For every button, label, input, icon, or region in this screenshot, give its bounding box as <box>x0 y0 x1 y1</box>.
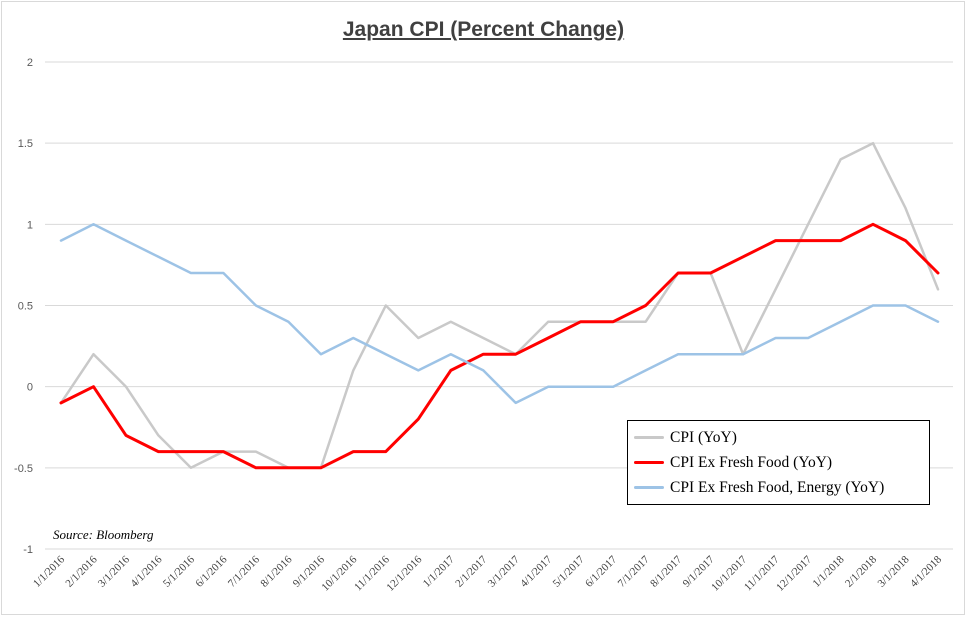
x-tick-label: 12/1/2016 <box>384 553 424 593</box>
x-tick-label: 7/1/2016 <box>226 553 262 589</box>
x-axis-ticks: 1/1/20162/1/20163/1/20164/1/20165/1/2016… <box>31 553 944 593</box>
y-tick-label: -1 <box>23 544 33 556</box>
x-tick-label: 1/1/2016 <box>31 553 67 589</box>
legend: CPI (YoY) CPI Ex Fresh Food (YoY) CPI Ex… <box>627 420 930 505</box>
y-tick-label: 0 <box>27 382 33 394</box>
legend-label-cpi-ex-fresh-food: CPI Ex Fresh Food (YoY) <box>670 453 833 471</box>
x-tick-label: 4/1/2018 <box>908 553 944 589</box>
x-tick-label: 1/1/2018 <box>811 553 847 589</box>
x-tick-label: 7/1/2017 <box>616 553 652 589</box>
legend-entry-cpi: CPI (YoY) <box>628 425 929 450</box>
y-tick-label: -0.5 <box>14 463 33 475</box>
y-tick-label: 0.5 <box>18 301 33 313</box>
legend-swatch-cpi-ex-fresh-food <box>634 461 664 464</box>
x-tick-label: 5/1/2017 <box>551 553 587 589</box>
y-axis-ticks: -1 -0.5 0 0.5 1 1.5 2 <box>14 57 33 556</box>
chart-title: Japan CPI (Percent Change) <box>342 18 625 41</box>
legend-swatch-cpi <box>634 436 664 439</box>
legend-label-cpi: CPI (YoY) <box>670 428 737 446</box>
x-tick-label: 2/1/2016 <box>63 553 99 589</box>
series-line-1 <box>59 222 940 470</box>
x-tick-label: 1/1/2017 <box>421 553 457 589</box>
x-tick-label: 12/1/2017 <box>774 553 814 593</box>
x-tick-label: 8/1/2017 <box>648 553 684 589</box>
x-tick-label: 6/1/2016 <box>193 553 229 589</box>
series-line-0 <box>59 141 940 470</box>
series-line-2 <box>59 223 940 405</box>
y-tick-label: 1.5 <box>18 138 33 150</box>
legend-swatch-cpi-ex-fresh-food-energy <box>634 486 664 489</box>
x-tick-label: 3/1/2017 <box>486 553 522 589</box>
legend-entry-cpi-ex-fresh-food: CPI Ex Fresh Food (YoY) <box>628 450 929 475</box>
x-tick-label: 4/1/2016 <box>128 553 164 589</box>
x-tick-label: 6/1/2017 <box>583 553 619 589</box>
series-lines <box>59 141 940 470</box>
y-tick-label: 2 <box>27 57 33 69</box>
x-tick-label: 3/1/2016 <box>96 553 132 589</box>
legend-entry-cpi-ex-fresh-food-energy: CPI Ex Fresh Food, Energy (YoY) <box>628 475 929 500</box>
y-tick-label: 1 <box>27 219 33 231</box>
x-tick-label: 2/1/2017 <box>453 553 489 589</box>
x-tick-label: 5/1/2016 <box>161 553 197 589</box>
source-annotation: Source: Bloomberg <box>53 527 154 542</box>
x-tick-label: 2/1/2018 <box>843 553 879 589</box>
legend-label-cpi-ex-fresh-food-energy: CPI Ex Fresh Food, Energy (YoY) <box>670 478 885 496</box>
x-tick-label: 4/1/2017 <box>518 553 554 589</box>
x-tick-label: 8/1/2016 <box>258 553 294 589</box>
x-tick-label: 3/1/2018 <box>875 553 911 589</box>
